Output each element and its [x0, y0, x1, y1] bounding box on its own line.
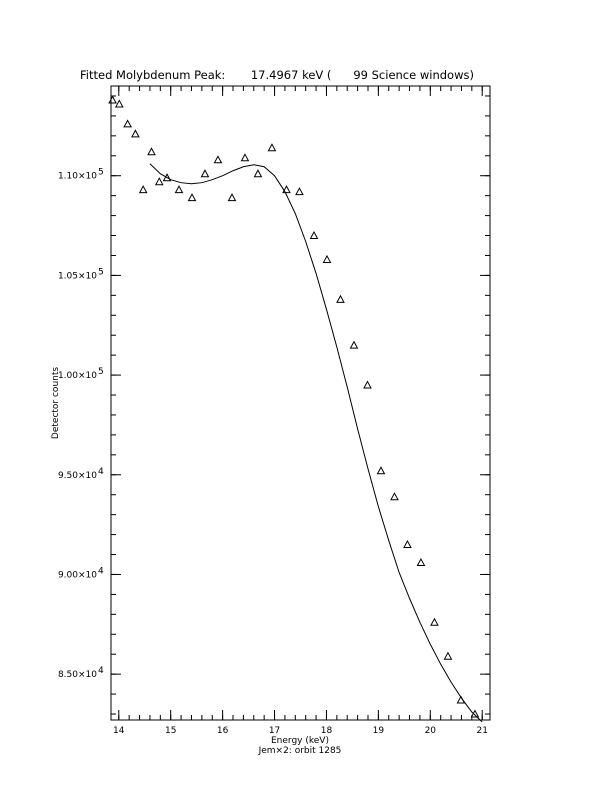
x-tick-label: 20 [425, 726, 437, 736]
data-point-triangle [147, 147, 156, 156]
y-tick-label-exponent: 4 [98, 666, 104, 676]
data-point-triangle [123, 119, 132, 128]
y-axis-label: Detector counts [51, 367, 61, 439]
data-point-triangle [240, 153, 250, 162]
x-tick-label: 21 [476, 726, 487, 736]
data-point-triangle [470, 709, 480, 718]
y-tick-label: 9.50×10 [58, 471, 97, 481]
data-point-triangle [443, 651, 453, 660]
y-tick-label: 8.50×10 [58, 670, 97, 680]
fit-curve [149, 163, 483, 723]
data-point-triangle [253, 169, 263, 178]
data-point-triangle [154, 177, 164, 186]
data-point-triangle [131, 129, 140, 138]
data-point-triangle [456, 695, 466, 704]
data-point-triangle [267, 143, 277, 152]
data-point-triangle [138, 185, 148, 194]
axis-ticks [111, 86, 490, 720]
data-point-triangle [282, 185, 291, 194]
x-tick-label: 17 [269, 726, 280, 736]
data-point-triangle [162, 173, 172, 182]
chart-subtitle: Jem×2: orbit 1285 [258, 746, 342, 756]
x-tick-label: 14 [113, 726, 125, 736]
data-point-triangle [309, 230, 319, 240]
data-point-triangle [187, 193, 197, 202]
x-tick-label: 16 [217, 726, 229, 736]
data-point-triangle [227, 193, 237, 202]
chart-title: Fitted Molybdenum Peak: 17.4967 keV ( 99… [80, 68, 474, 82]
x-tick-label: 15 [165, 726, 176, 736]
data-point-triangle [295, 187, 304, 196]
y-tick-label: 1.10×10 [58, 172, 97, 182]
y-tick-label-exponent: 5 [98, 367, 104, 377]
data-point-triangle [363, 380, 372, 389]
data-markers [108, 95, 480, 718]
y-tick-label: 1.05×10 [58, 271, 97, 281]
y-tick-label: 1.00×10 [58, 371, 97, 381]
y-tick-label-exponent: 4 [98, 566, 104, 576]
data-point-triangle [114, 99, 124, 108]
data-point-triangle [403, 539, 412, 549]
y-tick-label-exponent: 5 [98, 168, 104, 178]
y-tick-label-exponent: 5 [98, 267, 104, 277]
data-point-triangle [430, 617, 439, 626]
data-point-triangle [390, 492, 399, 501]
y-tick-label: 9.00×10 [58, 570, 97, 580]
y-tick-labels: 8.50×10 49.00×10 49.50×10 41.00×10 51.05×10 5… [58, 168, 104, 680]
data-point-triangle [336, 294, 345, 303]
data-point-triangle [416, 557, 426, 566]
data-point-triangle [108, 95, 117, 104]
data-point-triangle [213, 155, 223, 164]
data-point-triangle [322, 254, 332, 263]
plot-frame [110, 85, 491, 721]
x-axis-label: Energy (keV) [271, 736, 329, 746]
data-point-triangle [376, 466, 386, 475]
y-tick-label-exponent: 4 [98, 467, 104, 477]
x-tick-labels: 14 15 16 17 18 19 20 21 [113, 726, 488, 736]
data-point-triangle [349, 340, 359, 349]
data-point-triangle [200, 169, 210, 178]
x-tick-label: 19 [373, 726, 385, 736]
data-point-triangle [174, 185, 184, 194]
x-tick-label: 18 [321, 726, 333, 736]
